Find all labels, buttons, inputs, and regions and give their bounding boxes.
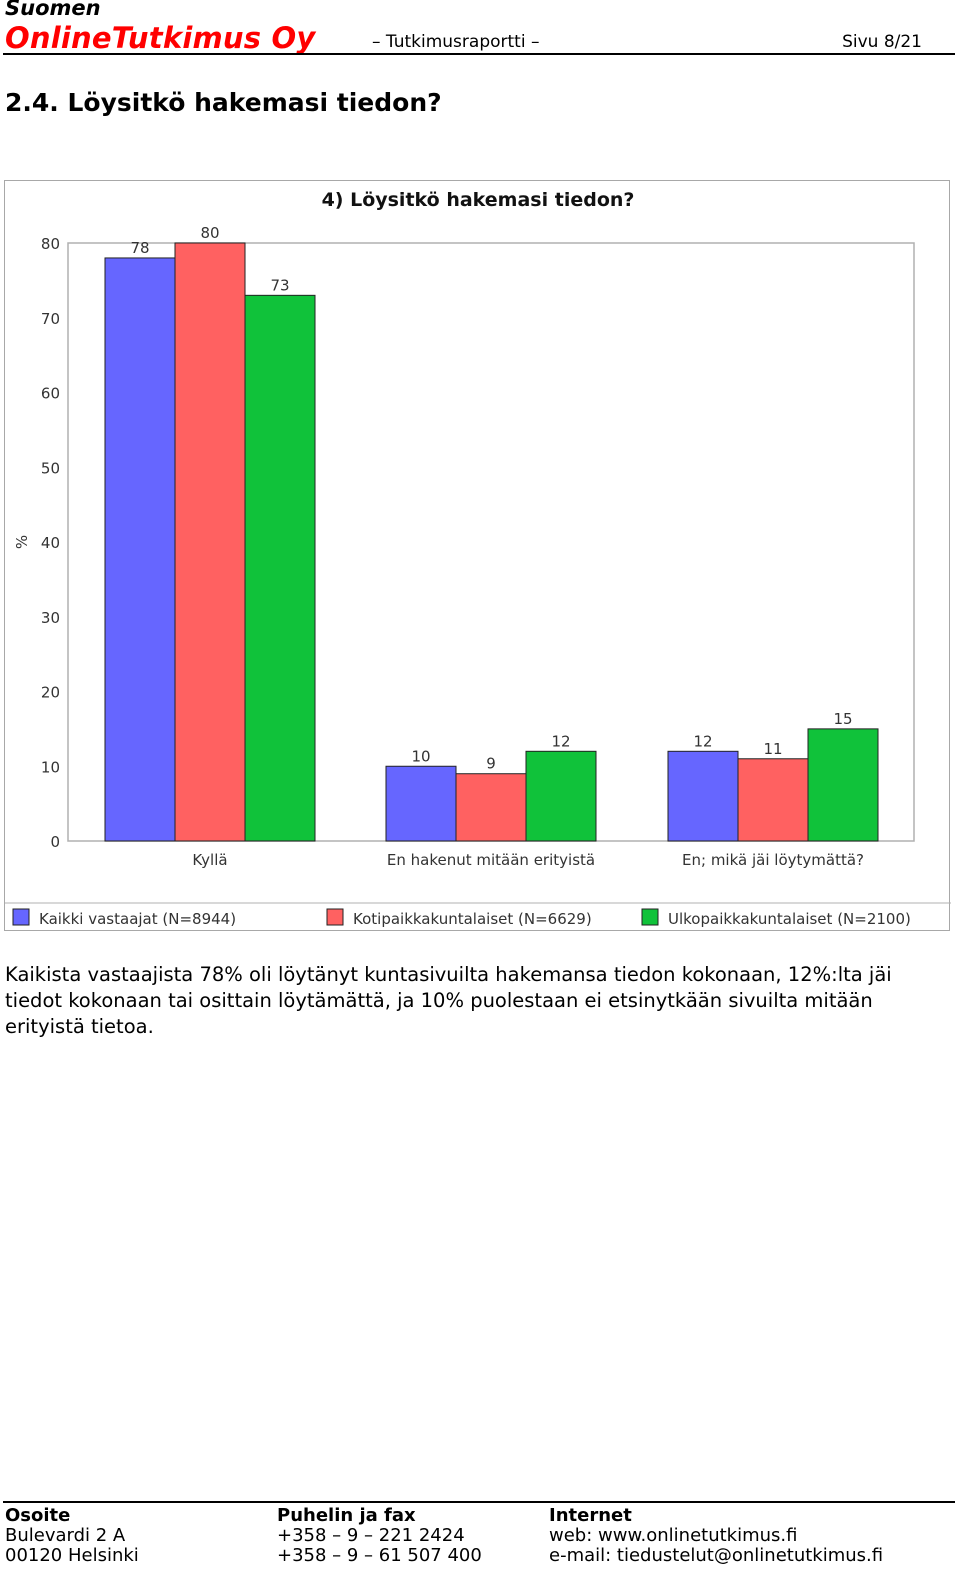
y-axis-label: %	[13, 535, 31, 549]
bar-value-label: 12	[693, 732, 712, 750]
y-tick-label: 60	[41, 385, 60, 403]
chart-title: 4) Löysitkö hakemasi tiedon?	[322, 189, 635, 211]
y-tick-label: 50	[41, 459, 60, 477]
bar-value-label: 80	[200, 224, 219, 242]
brand-logo-text: OnlineTutkimus Oy	[5, 21, 316, 55]
bar-value-label: 9	[486, 755, 496, 773]
bar-value-label: 73	[270, 276, 289, 294]
y-tick-label: 30	[41, 609, 60, 627]
legend-label: Ulkopaikkakuntalaiset (N=2100)	[668, 910, 911, 928]
y-tick-label: 70	[41, 310, 60, 328]
bar	[104, 257, 176, 842]
header-divider	[3, 53, 955, 55]
bar	[807, 728, 879, 842]
legend-label: Kotipaikkakuntalaiset (N=6629)	[353, 910, 592, 928]
page-header: Suomen OnlineTutkimus Oy – Tutkimusrapor…	[0, 0, 960, 56]
x-tick-label: En; mikä jäi löytymättä?	[682, 851, 864, 869]
bar-chart: 4) Löysitkö hakemasi tiedon? 0 10 20 30 40 50 6…	[4, 180, 951, 931]
footer-phone-heading: Puhelin ja fax	[277, 1505, 416, 1526]
x-tick-label: En hakenut mitään erityistä	[387, 851, 595, 869]
bar-value-label: 78	[130, 239, 149, 257]
footer-address-heading: Osoite	[5, 1505, 71, 1526]
bar-value-label: 11	[763, 740, 782, 758]
legend-swatch	[641, 908, 659, 926]
bar	[244, 294, 316, 842]
legend-swatch	[326, 908, 344, 926]
bar	[385, 765, 457, 842]
bar-value-label: 15	[833, 710, 852, 728]
footer-address-line2: 00120 Helsinki	[5, 1545, 139, 1566]
footer-internet: Internet web: www.onlinetutkimus.fi e-ma…	[549, 1506, 883, 1566]
bar	[525, 750, 597, 842]
chart-canvas: 4) Löysitkö hakemasi tiedon? 0 10 20 30 40 50 6…	[5, 189, 951, 928]
body-paragraph: Kaikista vastaajista 78% oli löytänyt ku…	[5, 963, 892, 1038]
footer-phone-line1: +358 – 9 – 221 2424	[277, 1525, 465, 1546]
legend-swatch	[12, 908, 30, 926]
footer-internet-heading: Internet	[549, 1505, 632, 1526]
y-tick-label: 20	[41, 684, 60, 702]
x-tick-label: Kyllä	[192, 851, 227, 869]
y-tick-label: 80	[41, 235, 60, 253]
footer-divider	[3, 1501, 955, 1503]
footer-address: Osoite Bulevardi 2 A 00120 Helsinki	[5, 1506, 139, 1566]
bar	[455, 773, 527, 842]
footer-web-link[interactable]: web: www.onlinetutkimus.fi	[549, 1525, 798, 1546]
footer-phone: Puhelin ja fax +358 – 9 – 221 2424 +358 …	[277, 1506, 482, 1566]
bar	[667, 750, 739, 842]
legend-label: Kaikki vastaajat (N=8944)	[39, 910, 236, 928]
bar	[737, 758, 809, 842]
footer-phone-line2: +358 – 9 – 61 507 400	[277, 1545, 482, 1566]
y-tick-label: 40	[41, 534, 60, 552]
y-tick-label: 0	[50, 833, 60, 851]
footer-address-line1: Bulevardi 2 A	[5, 1525, 126, 1546]
page-number: Sivu 8/21	[842, 32, 922, 52]
section-title: 2.4. Löysitkö hakemasi tiedon?	[5, 88, 442, 117]
y-tick-label: 10	[41, 758, 60, 776]
bar-value-label: 10	[411, 747, 430, 765]
brand-top: Suomen	[5, 0, 101, 20]
bar-value-label: 12	[551, 732, 570, 750]
document-type: – Tutkimusraportti –	[372, 32, 540, 52]
footer-email-link[interactable]: e-mail: tiedustelut@onlinetutkimus.fi	[549, 1545, 884, 1566]
bar	[174, 242, 246, 842]
